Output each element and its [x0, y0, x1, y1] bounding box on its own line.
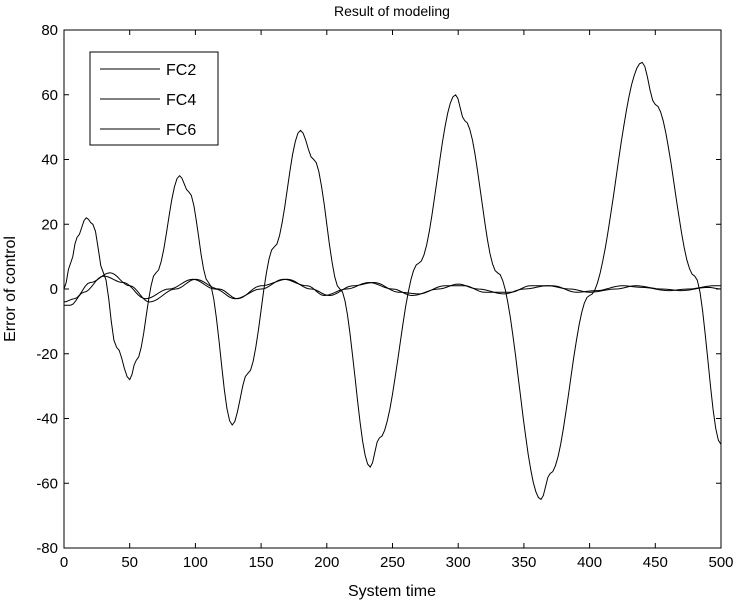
series-line-fc2 — [63, 61, 722, 501]
legend: FC2 FC4 FC6 — [89, 51, 219, 146]
chart-title: Result of modeling — [334, 3, 450, 19]
y-tick-label: 0 — [50, 281, 58, 298]
x-tick-label: 150 — [249, 554, 274, 571]
y-tick-label: 40 — [41, 152, 58, 169]
legend-label: FC6 — [166, 122, 196, 139]
legend-label: FC4 — [166, 92, 196, 109]
y-tick-label: -60 — [36, 475, 58, 492]
y-tick-label: 60 — [41, 87, 58, 104]
series-line-fc4 — [64, 275, 722, 306]
y-axis-label: Error of control — [2, 236, 19, 342]
x-axis-label: System time — [348, 583, 436, 600]
x-tick-label: 300 — [446, 554, 471, 571]
y-tick-label: -20 — [36, 346, 58, 363]
x-tick-label: 450 — [643, 554, 668, 571]
y-tick-label: -80 — [36, 540, 58, 557]
y-tick-label: -40 — [36, 411, 58, 428]
legend-label: FC2 — [166, 62, 196, 79]
x-tick-label: 400 — [577, 554, 602, 571]
x-tick-label: 500 — [708, 554, 733, 571]
x-tick-label: 100 — [183, 554, 208, 571]
x-tick-label: 200 — [314, 554, 339, 571]
x-tick-label: 50 — [121, 554, 138, 571]
series-line-fc6 — [63, 272, 721, 303]
y-tick-label: 20 — [41, 216, 58, 233]
x-tick-label: 0 — [60, 554, 68, 571]
x-tick-label: 350 — [511, 554, 536, 571]
x-tick-label: 250 — [380, 554, 405, 571]
y-tick-label: 80 — [41, 22, 58, 39]
